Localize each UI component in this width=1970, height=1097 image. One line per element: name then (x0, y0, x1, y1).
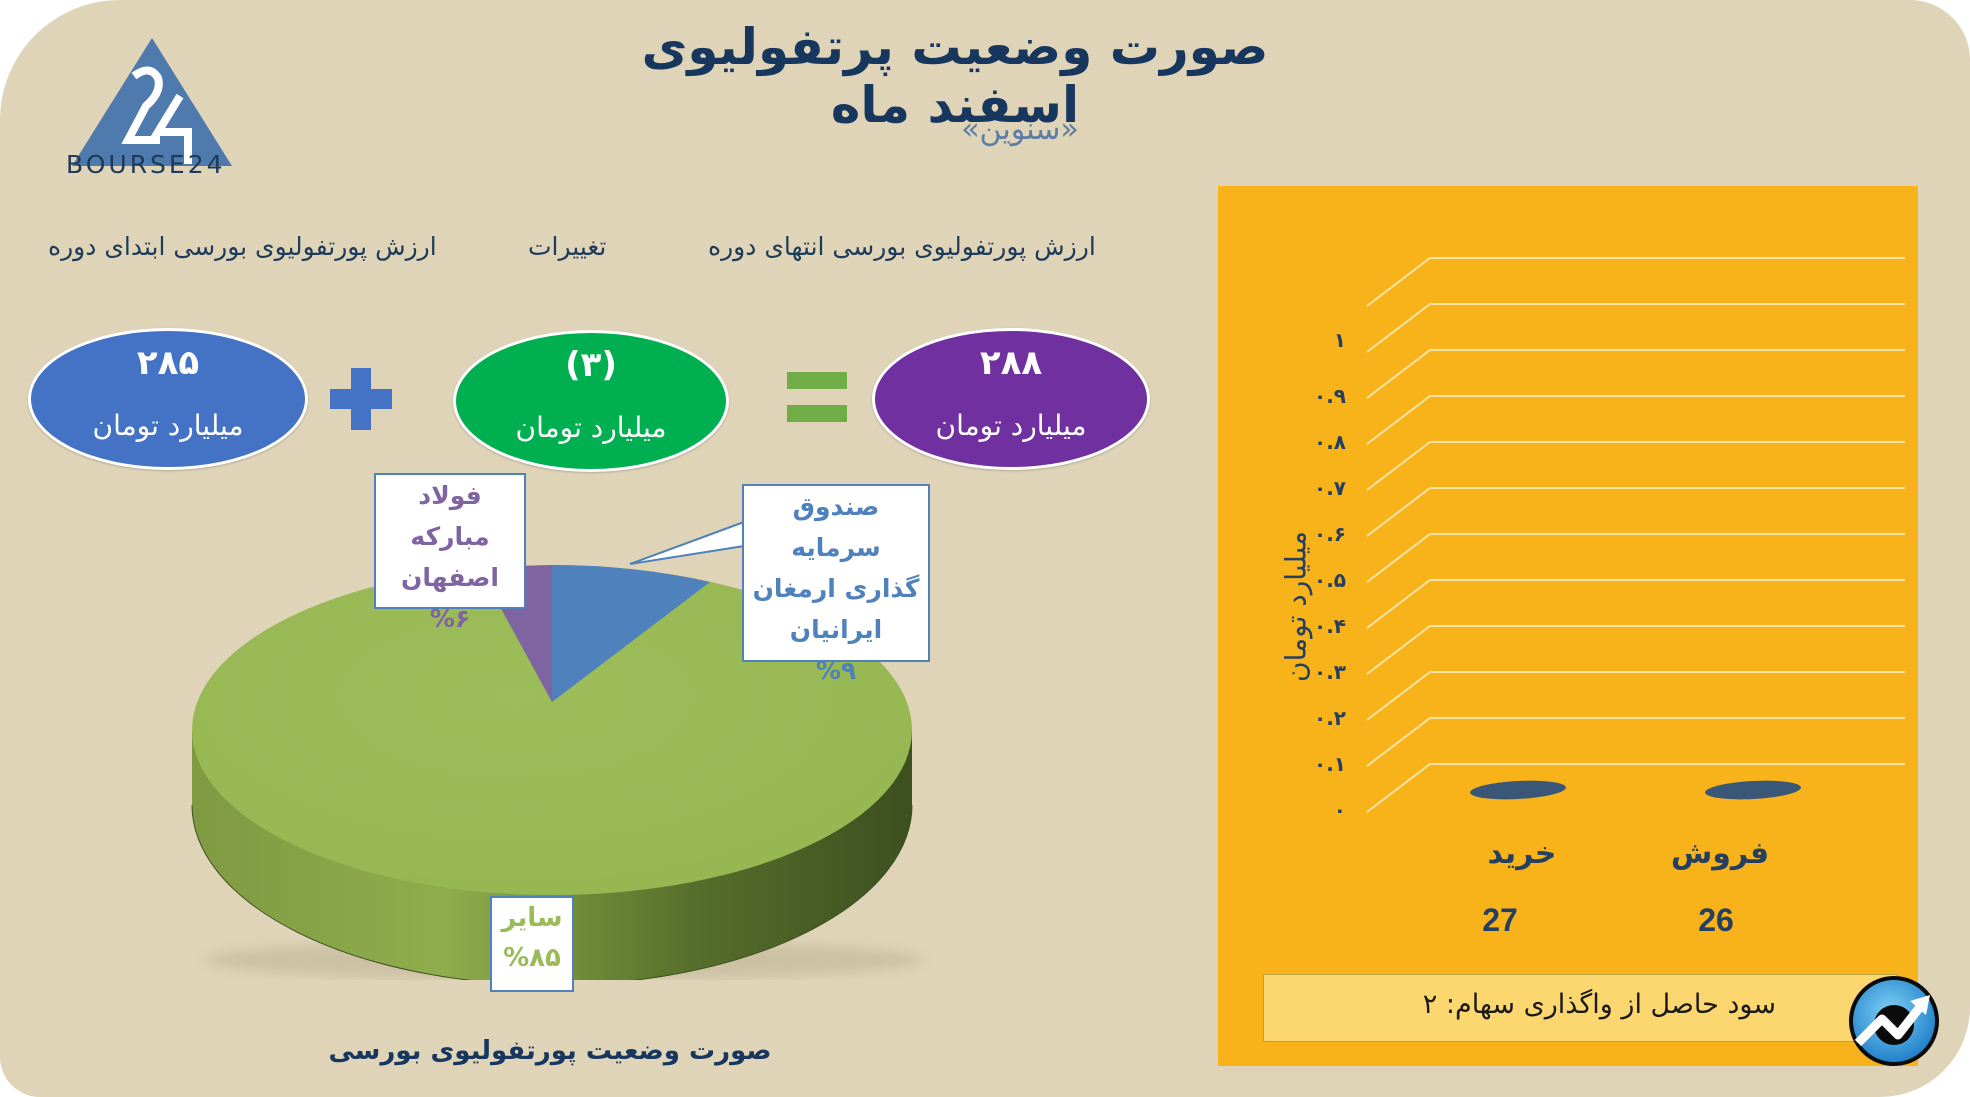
callout-armaghan-line3: ایرانیان (789, 615, 883, 644)
count-kharid: 27 (1482, 902, 1518, 938)
callout-foolad: فولاد مبارکه اصفهان %۶ (374, 473, 526, 633)
ytick-3: ۰.۳ (1313, 660, 1346, 684)
callout-foolad-line1: فولاد مبارکه (410, 481, 490, 551)
profit-box: سود حاصل از واگذاری سهام: ۲ (1263, 974, 1897, 1042)
bourse24-logo-icon (72, 38, 232, 166)
label-end-value: ارزش پورتفولیوی بورسی انتهای دوره (708, 232, 1096, 261)
page-title: صورت وضعیت پرتفولیوی اسفند ماه (641, 18, 1269, 134)
start-unit: میلیارد تومان (92, 409, 244, 442)
change-unit: میلیارد تومان (515, 411, 667, 444)
start-value: ۲۸۵ (136, 343, 200, 383)
end-value-bubble: ۲۸۸ میلیارد تومان (872, 328, 1150, 470)
ytick-9: ۰.۹ (1313, 384, 1346, 408)
bar-kharid (1470, 780, 1566, 800)
callout-sayer-line1: سایر (501, 903, 563, 933)
count-foroosh: 26 (1698, 902, 1734, 938)
logo-text: BOURSE24 (66, 150, 226, 179)
end-value: ۲۸۸ (979, 343, 1043, 383)
start-value-bubble: ۲۸۵ میلیارد تومان (28, 328, 308, 470)
page-subtitle: «سنوین» (961, 112, 1079, 147)
plus-icon (330, 368, 392, 430)
end-unit: میلیارد تومان (935, 409, 1087, 442)
category-kharid: خرید (1487, 836, 1557, 871)
callout-armaghan-line1: صندوق سرمایه (791, 492, 881, 562)
y-axis-label: میلیارد تومان (1279, 531, 1313, 682)
label-start-value: ارزش پورتفولیوی بورسی ابتدای دوره (48, 232, 437, 261)
pie-slice-armaghan (552, 565, 710, 702)
callout-foolad-pct: %۶ (429, 604, 471, 633)
change-value-bubble: (۳) میلیارد تومان (453, 330, 729, 472)
ytick-5: ۰.۵ (1313, 568, 1346, 592)
callout-armaghan-line2: گذاری ارمغان (752, 574, 920, 603)
callout-foolad-line2: اصفهان (401, 563, 499, 592)
bar-foroosh (1705, 780, 1801, 800)
callout-sayer-pct: %۸۵ (503, 943, 561, 973)
pie-caption: صورت وضعیت پورتفولیوی بورسی (328, 1036, 772, 1066)
callout-armaghan: صندوق سرمایه گذاری ارمغان ایرانیان %۹ (742, 484, 930, 685)
ytick-7: ۰.۷ (1313, 476, 1346, 500)
ytick-10: ۱ (1333, 328, 1346, 352)
ytick-2: ۰.۲ (1313, 706, 1346, 730)
change-value: (۳) (565, 345, 617, 385)
ytick-6: ۰.۶ (1313, 522, 1346, 546)
portfolio-pie-chart (191, 565, 924, 980)
callout-armaghan-pct: %۹ (815, 656, 857, 685)
equals-icon (787, 372, 847, 424)
pie-slice-sayer (192, 565, 912, 895)
ytick-0: ۰ (1333, 798, 1346, 822)
ytick-8: ۰.۸ (1313, 430, 1346, 454)
ytick-1: ۰.۱ (1313, 752, 1346, 776)
category-foroosh: فروش (1670, 836, 1770, 871)
callout-sayer: سایر %۸۵ (490, 896, 574, 992)
profit-text: سود حاصل از واگذاری سهام: ۲ (1422, 989, 1776, 1020)
trend-up-icon (1849, 976, 1939, 1066)
ytick-4: ۰.۴ (1313, 614, 1346, 638)
label-change: تغییرات (528, 232, 607, 261)
